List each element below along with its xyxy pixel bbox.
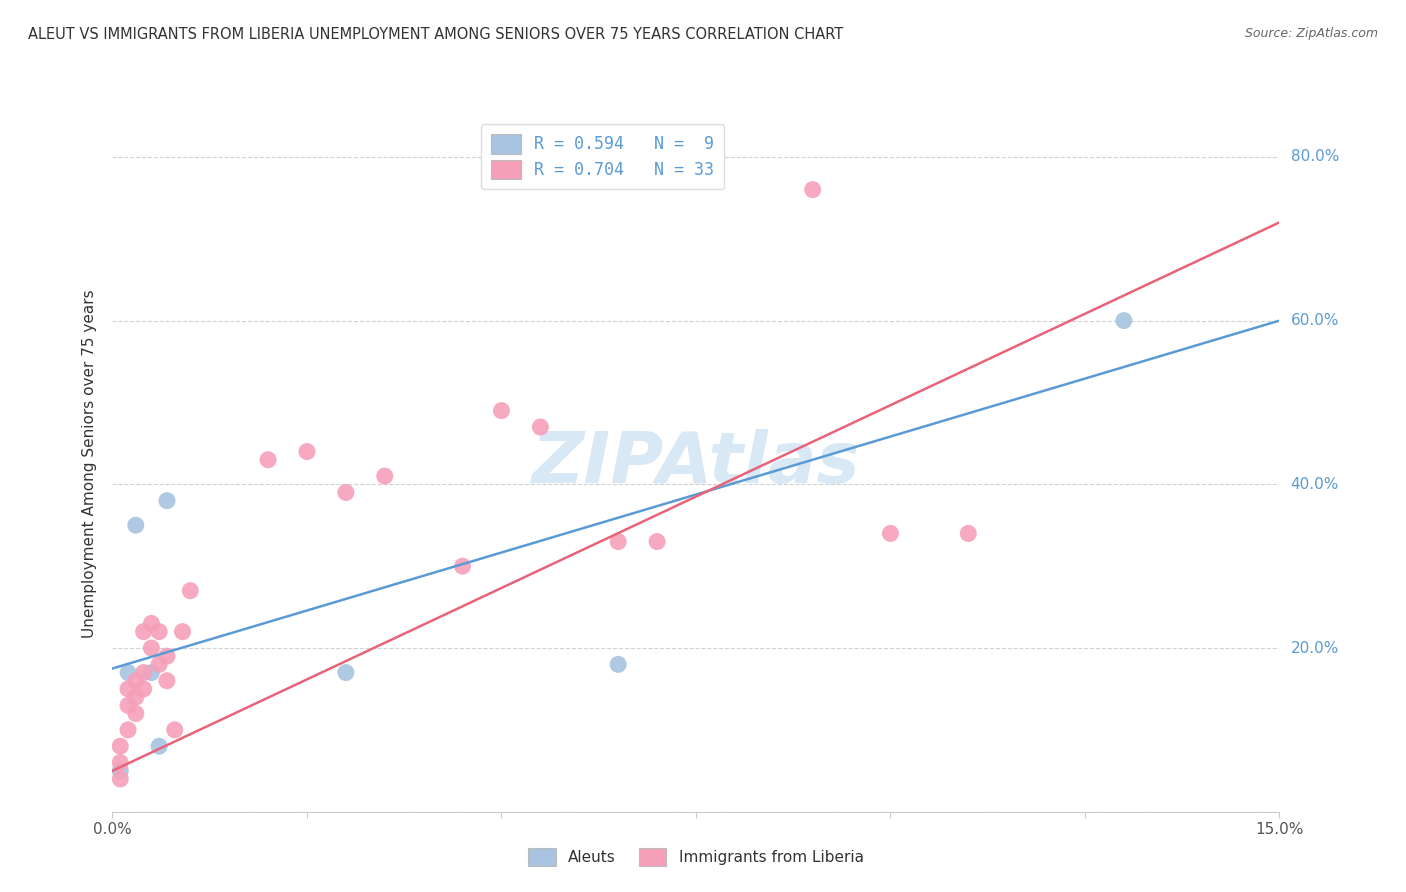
- Point: [110, 756, 132, 770]
- Point: [645, 534, 668, 549]
- Point: [110, 772, 132, 786]
- Text: ZIPAtlas: ZIPAtlas: [531, 429, 860, 499]
- Point: [132, 624, 155, 639]
- Point: [110, 739, 132, 754]
- Point: [156, 649, 179, 664]
- Point: [1112, 313, 1135, 327]
- Point: [801, 183, 824, 197]
- Point: [125, 673, 148, 688]
- Point: [132, 681, 155, 696]
- Point: [156, 673, 179, 688]
- Point: [132, 665, 155, 680]
- Text: 60.0%: 60.0%: [1291, 313, 1339, 328]
- Point: [374, 469, 396, 483]
- Point: [125, 518, 148, 533]
- Point: [148, 739, 170, 754]
- Point: [141, 640, 163, 655]
- Point: [148, 624, 170, 639]
- Point: [607, 657, 630, 672]
- Legend: Aleuts, Immigrants from Liberia: Aleuts, Immigrants from Liberia: [520, 841, 872, 873]
- Point: [335, 485, 357, 500]
- Point: [491, 403, 513, 417]
- Text: ALEUT VS IMMIGRANTS FROM LIBERIA UNEMPLOYMENT AMONG SENIORS OVER 75 YEARS CORREL: ALEUT VS IMMIGRANTS FROM LIBERIA UNEMPLO…: [28, 27, 844, 42]
- Point: [125, 706, 148, 721]
- Point: [117, 665, 139, 680]
- Point: [529, 420, 551, 434]
- Text: Source: ZipAtlas.com: Source: ZipAtlas.com: [1244, 27, 1378, 40]
- Point: [125, 690, 148, 705]
- Point: [156, 493, 179, 508]
- Point: [141, 665, 163, 680]
- Text: 40.0%: 40.0%: [1291, 477, 1339, 491]
- Point: [117, 698, 139, 713]
- Point: [117, 681, 139, 696]
- Point: [451, 559, 474, 574]
- Y-axis label: Unemployment Among Seniors over 75 years: Unemployment Among Seniors over 75 years: [82, 290, 97, 638]
- Point: [295, 444, 318, 458]
- Point: [148, 657, 170, 672]
- Text: 20.0%: 20.0%: [1291, 640, 1339, 656]
- Point: [117, 723, 139, 737]
- Point: [957, 526, 980, 541]
- Point: [141, 616, 163, 631]
- Point: [110, 764, 132, 778]
- Point: [172, 624, 194, 639]
- Point: [879, 526, 901, 541]
- Point: [179, 583, 201, 598]
- Point: [163, 723, 186, 737]
- Point: [257, 452, 280, 467]
- Point: [607, 534, 630, 549]
- Point: [335, 665, 357, 680]
- Text: 80.0%: 80.0%: [1291, 149, 1339, 164]
